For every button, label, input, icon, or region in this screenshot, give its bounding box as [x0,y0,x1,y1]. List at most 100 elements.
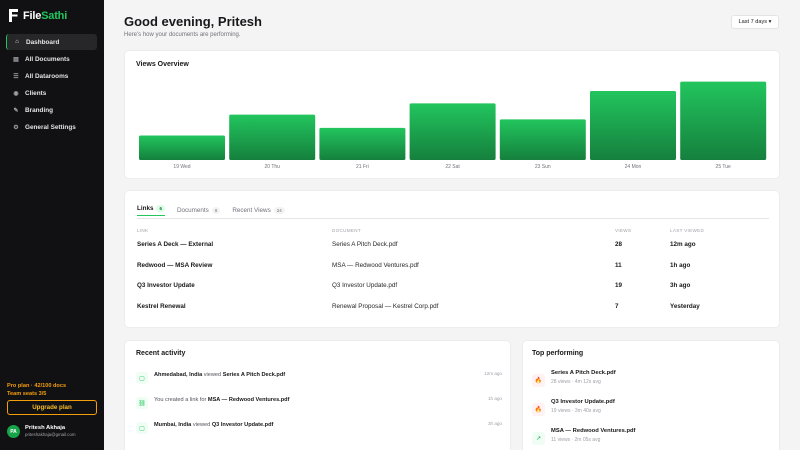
x-tick-label: 21 Fri [356,164,369,170]
trend-icon: ↗ [532,432,545,445]
date-range-dropdown[interactable]: Last 7 days ▾ [731,15,779,29]
sidebar-nav: ⌂ Dashboard ▤ All Documents ☰ All Datarooms ◉ C… [6,34,97,137]
x-tick-label: 25 Tue [716,164,732,170]
chart-bar[interactable] [590,91,676,160]
avatar: PA [7,425,20,438]
links-table-card: Links 6 Documents 8 Recent Views 24 LINK DOCU… [124,190,780,328]
activity-time: 12m ago [484,371,502,376]
document-icon: ▢ [136,372,148,384]
last-viewed: 3h ago [670,282,691,289]
plan-info: Pro plan · 42/100 docs Team seats 3/5 [7,382,66,398]
document-name[interactable]: Series A Pitch Deck.pdf [332,241,398,248]
tab-count-badge: 24 [273,206,285,214]
table-row[interactable]: Series A Deck — External Series A Pitch D… [137,241,769,261]
activity-text: You created a link for MSA — Redwood Ven… [154,397,289,403]
sidebar-item-general-settings[interactable]: ⚙ General Settings [6,119,97,135]
activity-item[interactable]: ⛓ You created a link for MSA — Redwood Ve… [136,395,502,415]
link-name[interactable]: Q3 Investor Update [137,282,195,289]
chart-title: Views Overview [136,61,189,68]
document-name[interactable]: Q3 Investor Update.pdf [332,282,398,289]
top-performing-title: Top performing [532,350,584,357]
sidebar: FileSathi ⌂ Dashboard ▤ All Documents ☰ All D… [0,0,104,450]
activity-title: Recent activity [136,350,186,357]
link-name[interactable]: Series A Deck — External [137,241,214,248]
sidebar-item-label: General Settings [25,123,76,131]
column-header-views: VIEWS [615,228,632,233]
activity-item[interactable]: ▢ Ahmedabad, India viewed Series A Pitch … [136,370,502,390]
last-viewed: 1h ago [670,262,691,269]
sidebar-item-dashboard[interactable]: ⌂ Dashboard [6,34,97,50]
document-name[interactable]: MSA — Redwood Ventures.pdf [332,262,419,269]
sidebar-item-label: Clients [25,89,47,97]
datarooms-icon: ☰ [13,73,19,80]
document-name[interactable]: Renewal Proposal — Kestrel Corp.pdf [332,303,439,310]
fire-icon: 🔥 [532,403,545,416]
document-icon: ▢ [136,422,148,434]
sidebar-item-all-documents[interactable]: ▤ All Documents [6,51,97,67]
chart-bar[interactable] [229,114,316,160]
table-row[interactable]: Redwood — MSA Review MSA — Redwood Ventur… [137,262,769,282]
gear-icon: ⚙ [13,124,19,131]
views-overview-card: Views Overview 19 Wed 20 Thu 21 Fri 22 Sat 2… [124,50,780,179]
tab-documents[interactable]: Documents 8 [176,204,221,216]
top-performing-item[interactable]: 🔥 Q3 Investor Update.pdf 19 views · 3m 40s… [532,399,772,423]
tab-label: Documents [176,206,209,214]
sidebar-item-label: All Documents [25,55,70,63]
tab-divider [137,218,769,219]
column-header-last-viewed: LAST VIEWED [670,228,705,233]
sidebar-item-label: All Datarooms [25,72,69,80]
activity-target: Q3 Investor Update.pdf [211,422,274,428]
table-row[interactable]: Q3 Investor Update Q3 Investor Update.pdf… [137,282,769,302]
plan-seats: Team seats 3/5 [7,391,47,397]
sidebar-item-all-datarooms[interactable]: ☰ All Datarooms [6,68,97,84]
activity-actor: Ahmedabad, India [154,372,203,378]
link-name[interactable]: Kestrel Renewal [137,303,186,310]
activity-verb: viewed [191,422,212,428]
document-stats: 11 views · 2m 05s avg [551,437,601,443]
brand-logo[interactable]: FileSathi [9,9,67,22]
chart-bar[interactable] [499,119,586,160]
top-performing-item[interactable]: ↗ MSA — Redwood Ventures.pdf 11 views · 2m… [532,428,772,450]
tab-recent-views[interactable]: Recent Views 24 [232,204,285,216]
chart-bar[interactable] [680,81,767,160]
recent-activity-card: Recent activity ▢ Ahmedabad, India viewed… [124,340,511,450]
upgrade-plan-button[interactable]: Upgrade plan [7,400,97,415]
chart-bar[interactable] [319,127,406,160]
fire-icon: 🔥 [532,374,545,387]
activity-target: MSA — Redwood Ventures.pdf [207,397,290,403]
plan-usage: Pro plan · 42/100 docs [7,383,67,389]
sidebar-item-label: Branding [25,106,54,114]
user-profile[interactable]: PA Pritesh Akhaja priteshakhaja@gmail.co… [7,425,76,438]
activity-time: 3h ago [487,421,502,426]
document-name: Series A Pitch Deck.pdf [551,370,616,376]
last-viewed: Yesterday [670,303,700,310]
last-viewed: 12m ago [670,241,696,248]
views-chart: 19 Wed 20 Thu 21 Fri 22 Sat 23 Sun 24 Mon 25 T… [139,81,767,170]
view-count: 11 [615,262,622,269]
tab-links[interactable]: Links 6 [137,204,165,216]
home-icon: ⌂ [15,39,19,45]
page-subtitle: Here's how your documents are performing… [124,32,241,38]
activity-time: 1h ago [487,396,502,401]
top-performing-item[interactable]: 🔥 Series A Pitch Deck.pdf 28 views · 4m 12… [532,370,772,394]
chart-bar[interactable] [139,135,225,160]
page-title: Good evening, Pritesh [124,14,262,29]
link-name[interactable]: Redwood — MSA Review [137,262,213,269]
document-name: Q3 Investor Update.pdf [551,399,615,405]
table-row[interactable]: Kestrel Renewal Renewal Proposal — Kestre… [137,303,769,323]
user-name: Pritesh Akhaja [25,425,66,431]
activity-verb: You created a link for [154,397,208,403]
activity-text: Mumbai, India viewed Q3 Investor Update.… [154,422,273,428]
tab-count-badge: 6 [156,205,165,212]
documents-icon: ▤ [13,56,19,63]
logo-icon [9,9,19,22]
user-email: priteshakhaja@gmail.com [25,432,76,437]
sidebar-item-branding[interactable]: ✎ Branding [6,102,97,118]
document-stats: 28 views · 4m 12s avg [551,379,601,385]
top-performing-card: Top performing 🔥 Series A Pitch Deck.pdf 2… [522,340,780,450]
sidebar-item-clients[interactable]: ◉ Clients [6,85,97,101]
activity-item[interactable]: ▢ Mumbai, India viewed Q3 Investor Update… [136,420,502,440]
activity-target: Series A Pitch Deck.pdf [222,372,286,378]
x-tick-label: 22 Sat [445,164,460,170]
chart-bar[interactable] [409,103,496,160]
